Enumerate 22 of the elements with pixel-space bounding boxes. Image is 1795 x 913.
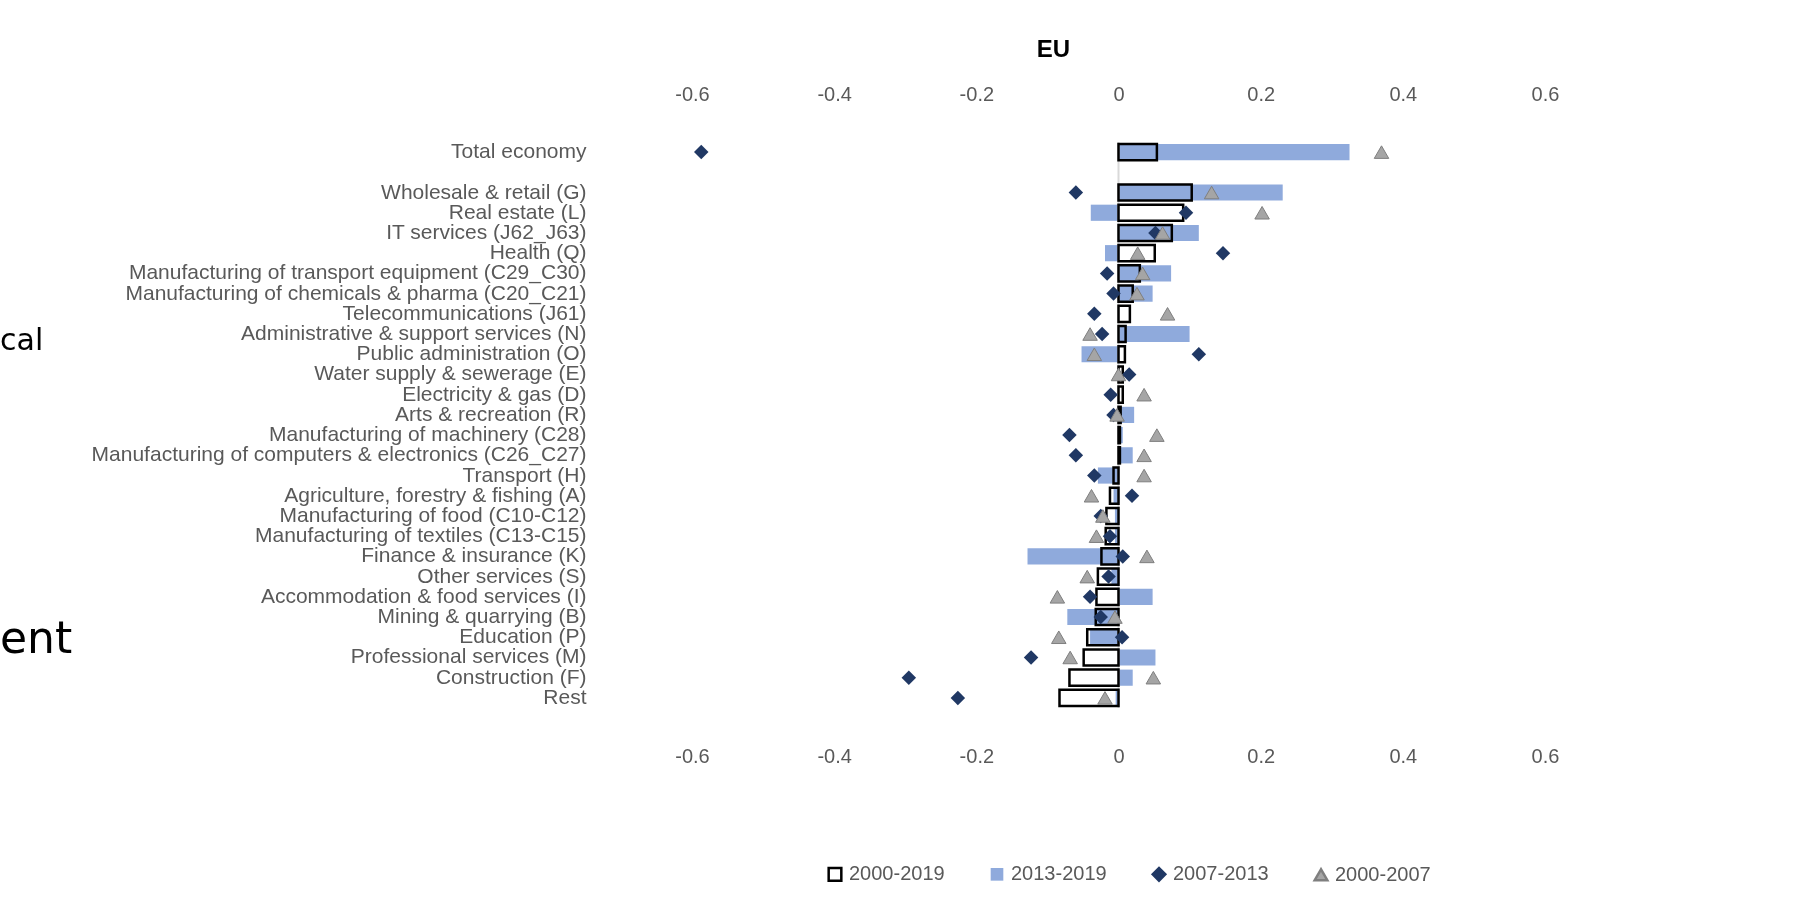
legend-label: 2000-2019	[849, 862, 945, 885]
chart-title: EU	[1036, 35, 1071, 62]
x-tick-label: -0.4	[817, 82, 852, 105]
text: ent	[0, 612, 73, 663]
x2-tick-label: -0.4	[817, 744, 852, 767]
y-tick-label: Total economy	[451, 139, 587, 163]
x2-tick-label: 0.2	[1247, 744, 1276, 767]
legend-label: 2007-2013	[1173, 862, 1269, 885]
x2-tick-label: 0.6	[1531, 744, 1560, 767]
legend-label: 2013-2019	[1011, 862, 1107, 885]
x-tick-label: 0.6	[1531, 82, 1560, 105]
x-tick-label: -0.2	[959, 82, 995, 105]
x-tick-label: -0.6	[675, 82, 710, 105]
x2-tick-label: 0.4	[1389, 744, 1418, 767]
x-tick-label: 0	[1113, 82, 1125, 105]
x2-tick-label: 0	[1113, 744, 1125, 767]
legend-label: 2000-2007	[1335, 862, 1431, 885]
x-tick-label: 0.4	[1389, 82, 1418, 105]
x2-tick-label: -0.2	[959, 744, 995, 767]
x-tick-label: 0.2	[1247, 82, 1276, 105]
x2-tick-label: -0.6	[675, 744, 710, 767]
text: cal	[0, 322, 44, 357]
